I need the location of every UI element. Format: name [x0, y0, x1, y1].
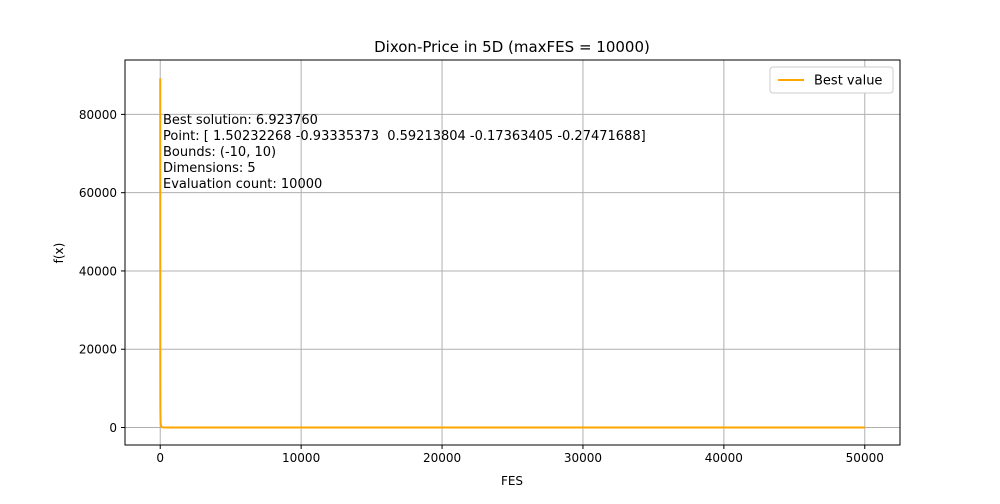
annotation-dimensions: Dimensions: 5 — [163, 161, 256, 176]
annotation-point: Point: [ 1.50232268 -0.93335373 0.592138… — [163, 129, 646, 144]
series-line-best-value — [159, 78, 865, 429]
legend: Best value — [769, 66, 894, 94]
y-tick-layer: 0 20000 40000 60000 80000 — [79, 108, 125, 435]
x-axis-label: FES — [501, 474, 523, 488]
axes-frame — [124, 59, 901, 446]
y-axis-label: f(x) — [52, 243, 66, 264]
y-tick-label: 80000 — [79, 108, 117, 122]
x-tick-label: 50000 — [846, 451, 884, 465]
legend-box — [769, 66, 894, 94]
series-layer — [159, 78, 865, 429]
y-tick-label: 40000 — [79, 264, 117, 278]
x-tick-label: 10000 — [282, 451, 320, 465]
x-tick-label: 30000 — [564, 451, 602, 465]
y-tick-label: 20000 — [79, 343, 117, 357]
y-tick-label: 0 — [109, 421, 117, 435]
y-tick-label: 60000 — [79, 186, 117, 200]
annotation-best-solution: Best solution: 6.923760 — [163, 113, 318, 128]
x-tick-layer: 0 10000 20000 30000 40000 50000 — [156, 445, 884, 465]
x-tick-label: 0 — [156, 451, 164, 465]
chart-title: Dixon-Price in 5D (maxFES = 10000) — [374, 38, 650, 56]
annotation-block: Best solution: 6.923760 Point: [ 1.50232… — [163, 113, 646, 192]
annotation-bounds: Bounds: (-10, 10) — [163, 145, 276, 160]
legend-label-best-value: Best value — [814, 74, 882, 89]
x-tick-label: 20000 — [423, 451, 461, 465]
x-tick-label: 40000 — [705, 451, 743, 465]
annotation-evaluation-count: Evaluation count: 10000 — [163, 177, 322, 192]
